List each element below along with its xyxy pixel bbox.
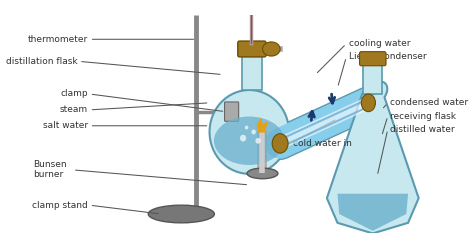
Ellipse shape [210, 90, 289, 174]
Text: distilled water: distilled water [391, 125, 455, 134]
Ellipse shape [251, 129, 256, 134]
FancyBboxPatch shape [225, 102, 239, 121]
Ellipse shape [247, 168, 278, 179]
Text: clamp: clamp [60, 90, 88, 98]
Text: salt water: salt water [43, 121, 88, 130]
Ellipse shape [361, 94, 375, 112]
Ellipse shape [263, 42, 280, 56]
Polygon shape [327, 94, 419, 233]
Text: distillation flask: distillation flask [6, 57, 77, 66]
Ellipse shape [240, 135, 246, 142]
Text: clamp stand: clamp stand [32, 201, 88, 210]
Text: cooling water: cooling water [349, 39, 410, 48]
Ellipse shape [272, 134, 288, 153]
Polygon shape [337, 194, 408, 231]
Text: Liebig condenser: Liebig condenser [349, 52, 427, 62]
Text: condensed water: condensed water [391, 98, 469, 107]
Ellipse shape [214, 117, 284, 165]
Text: Bunsen: Bunsen [33, 160, 67, 169]
Ellipse shape [148, 205, 214, 223]
Bar [363, 63, 383, 94]
Polygon shape [257, 119, 267, 132]
Text: cold water in: cold water in [293, 139, 352, 148]
FancyBboxPatch shape [238, 41, 266, 57]
Ellipse shape [245, 125, 248, 129]
Text: receiving flask: receiving flask [391, 112, 456, 121]
Bar [242, 55, 262, 91]
Text: burner: burner [33, 170, 64, 179]
FancyBboxPatch shape [360, 52, 386, 66]
Ellipse shape [255, 138, 261, 144]
Text: thermometer: thermometer [27, 35, 88, 44]
Text: steam: steam [60, 105, 88, 114]
